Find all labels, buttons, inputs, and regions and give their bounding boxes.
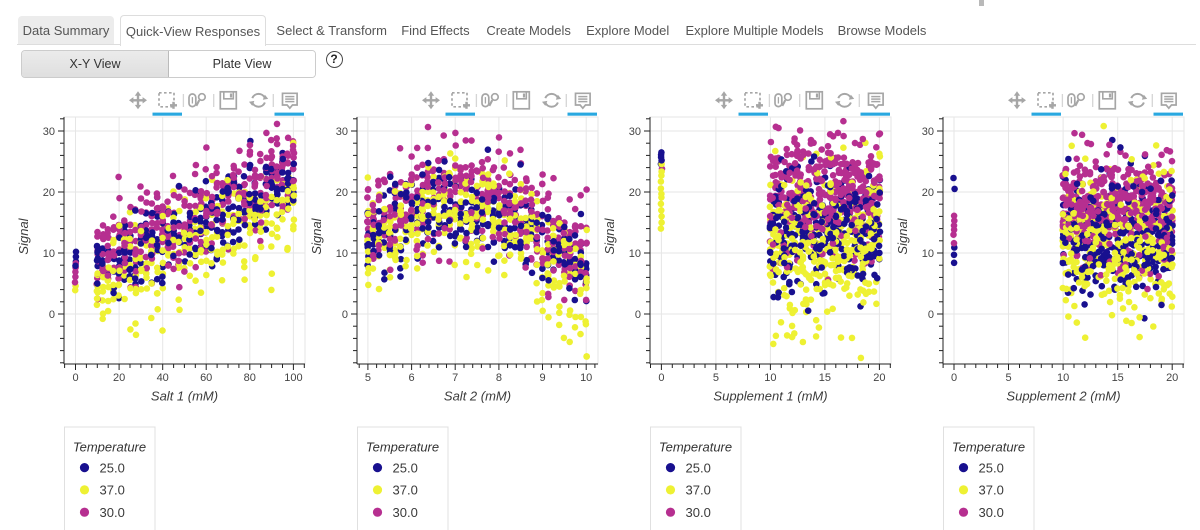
svg-text:15: 15 [1112,372,1124,384]
svg-text:Temperature: Temperature [659,440,732,455]
svg-text:37.0: 37.0 [979,483,1004,498]
svg-text:10: 10 [922,248,934,260]
svg-text:Supplement 2 (mM): Supplement 2 (mM) [1006,389,1120,404]
svg-text:10: 10 [1057,372,1069,384]
svg-text:20: 20 [922,187,934,199]
svg-text:20: 20 [1166,372,1178,384]
svg-text:80: 80 [244,372,256,384]
svg-text:5: 5 [1005,372,1011,384]
svg-text:20: 20 [113,372,125,384]
svg-text:60: 60 [200,372,212,384]
svg-text:0: 0 [72,372,78,384]
svg-text:30.0: 30.0 [979,505,1004,520]
svg-text:10: 10 [336,248,348,260]
svg-text:10: 10 [764,372,776,384]
svg-text:10: 10 [629,248,641,260]
svg-text:0: 0 [658,372,664,384]
svg-text:7: 7 [452,372,458,384]
svg-text:20: 20 [873,372,885,384]
svg-text:5: 5 [365,372,371,384]
svg-text:0: 0 [342,309,348,321]
svg-text:30: 30 [43,126,55,138]
svg-text:25.0: 25.0 [979,460,1004,475]
svg-text:9: 9 [539,372,545,384]
svg-text:30.0: 30.0 [100,505,125,520]
svg-text:0: 0 [951,372,957,384]
svg-text:100: 100 [284,372,302,384]
svg-text:15: 15 [819,372,831,384]
svg-text:Signal: Signal [602,217,617,254]
svg-text:20: 20 [336,187,348,199]
svg-text:30.0: 30.0 [393,505,418,520]
svg-text:Salt 2 (mM): Salt 2 (mM) [444,389,511,404]
svg-text:0: 0 [635,309,641,321]
svg-text:40: 40 [157,372,169,384]
svg-text:30: 30 [629,126,641,138]
svg-text:37.0: 37.0 [100,483,125,498]
svg-text:Signal: Signal [16,217,31,254]
svg-text:20: 20 [43,187,55,199]
svg-text:Supplement 1 (mM): Supplement 1 (mM) [713,389,827,404]
svg-text:Signal: Signal [309,217,324,254]
svg-text:Signal: Signal [895,217,910,254]
svg-text:30.0: 30.0 [686,505,711,520]
svg-text:30: 30 [336,126,348,138]
svg-text:25.0: 25.0 [393,460,418,475]
svg-text:0: 0 [928,309,934,321]
svg-text:30: 30 [922,126,934,138]
svg-text:37.0: 37.0 [686,483,711,498]
svg-text:0: 0 [49,309,55,321]
svg-text:5: 5 [713,372,719,384]
svg-text:Temperature: Temperature [366,440,439,455]
svg-text:8: 8 [496,372,502,384]
svg-text:Temperature: Temperature [952,440,1025,455]
svg-text:6: 6 [409,372,415,384]
svg-text:25.0: 25.0 [686,460,711,475]
svg-text:Temperature: Temperature [73,440,146,455]
svg-text:37.0: 37.0 [393,483,418,498]
svg-text:20: 20 [629,187,641,199]
svg-text:10: 10 [43,248,55,260]
svg-text:25.0: 25.0 [100,460,125,475]
svg-text:10: 10 [580,372,592,384]
svg-text:Salt 1 (mM): Salt 1 (mM) [151,389,218,404]
